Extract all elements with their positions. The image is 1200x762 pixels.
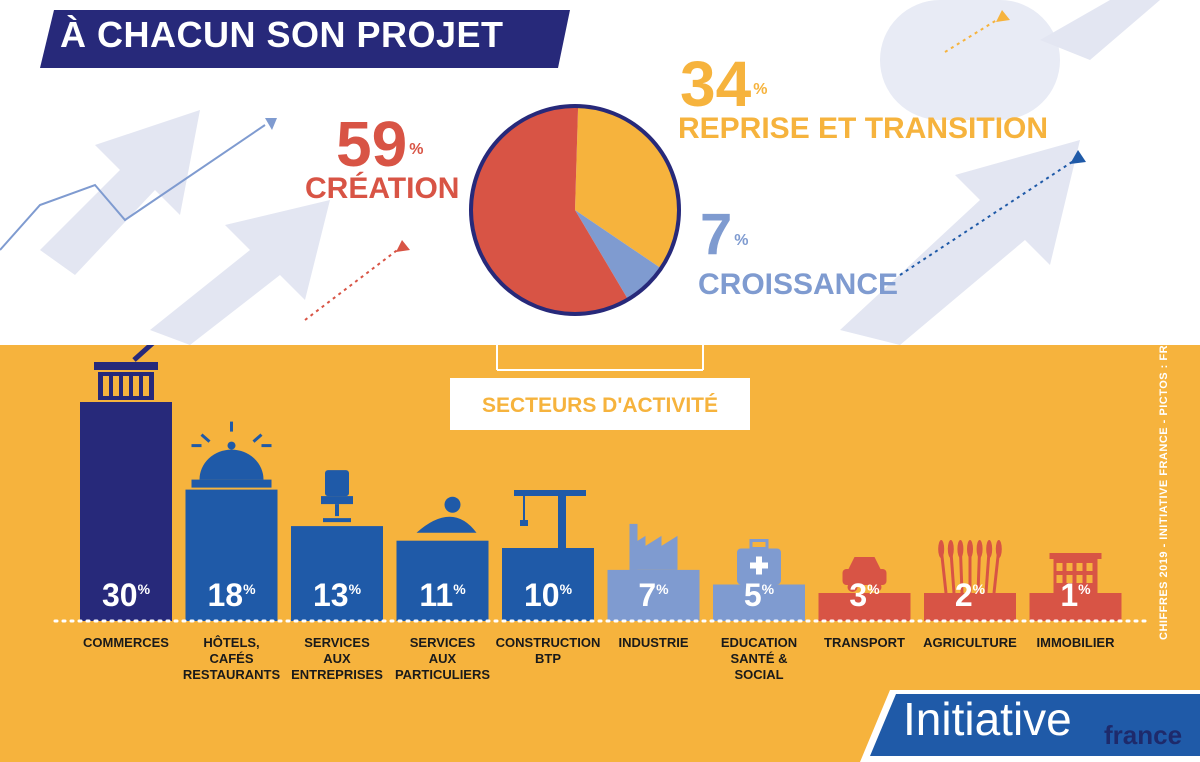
title-banner (40, 10, 570, 68)
logo-background (860, 690, 1200, 762)
building-icon (1049, 553, 1102, 593)
reprise-label: REPRISE ET TRANSITION (678, 112, 1049, 145)
car-icon (842, 557, 887, 592)
logo-france: france (1104, 720, 1183, 750)
factory-icon (629, 523, 678, 570)
bar-1 (185, 489, 278, 621)
page-title: À CHACUN SON PROJET (60, 14, 504, 55)
bar-4 (502, 548, 594, 621)
pie-chart (469, 104, 681, 316)
connector-lines (496, 345, 704, 371)
crane-icon (514, 490, 586, 548)
sectors-title-box (450, 378, 750, 430)
sectors-title: SECTEURS D'ACTIVITÉ (481, 394, 718, 417)
background-arrows (0, 0, 1160, 345)
creation-percent: 59% (336, 108, 424, 180)
bar-0 (80, 402, 172, 621)
credit-text: CHIFFRES 2019 - INITIATIVE FRANCE - PICT… (1158, 309, 1170, 640)
chair-icon (321, 470, 353, 523)
pie-outline (469, 104, 681, 316)
medkit-icon (737, 539, 781, 585)
bar-5 (607, 569, 700, 621)
basket-icon (94, 345, 158, 400)
bar-6 (713, 584, 805, 621)
reprise-percent: 34% (680, 48, 768, 120)
bell-icon (191, 421, 272, 488)
bar-7 (818, 593, 911, 621)
bar-3 (396, 540, 489, 621)
wheat-icon (938, 540, 1002, 594)
bar-9 (1029, 593, 1122, 621)
bar-chart (53, 345, 1147, 623)
logo-initiative: Initiative (903, 693, 1072, 745)
pie-slice-2 (575, 210, 662, 300)
creation-label: CRÉATION (305, 172, 460, 205)
person-icon (416, 496, 477, 533)
pie-slice-1 (575, 106, 679, 269)
bar-8 (924, 593, 1016, 621)
croissance-percent: 7% (700, 202, 749, 267)
pie-slice-0 (471, 106, 629, 314)
bar-2 (291, 526, 383, 621)
croissance-label: CROISSANCE (698, 268, 899, 301)
top-section: À CHACUN SON PROJET 59% CRÉATION 34% REP… (0, 0, 1200, 345)
